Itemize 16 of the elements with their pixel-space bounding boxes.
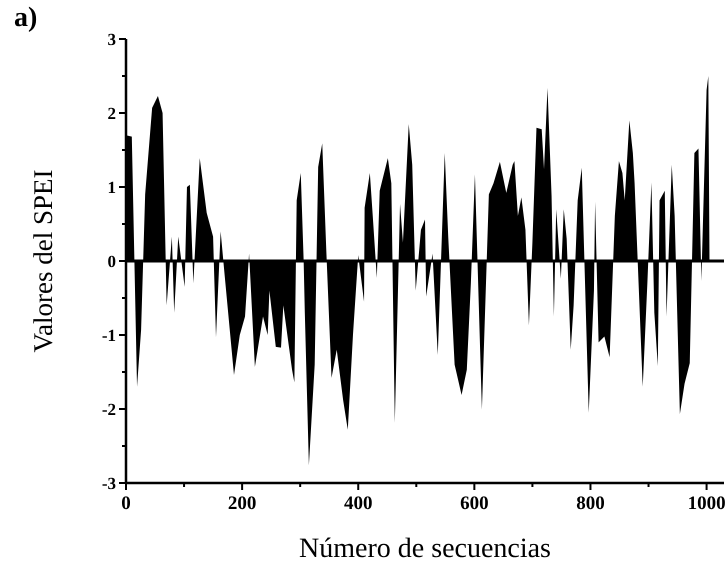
x-tick-label: 1000 — [688, 493, 725, 514]
y-axis-title: Valores del SPEI — [28, 170, 58, 352]
y-tick-label: 3 — [108, 30, 116, 49]
y-tick-label: -2 — [102, 400, 116, 419]
y-tick-label: 0 — [108, 252, 116, 271]
y-tick-label: -1 — [102, 326, 116, 345]
x-axis-title: Número de secuencias — [299, 533, 551, 564]
x-tick-label: 0 — [121, 493, 131, 514]
x-tick-label: 600 — [460, 493, 489, 514]
x-tick-label: 800 — [576, 493, 605, 514]
y-tick-label: 2 — [108, 104, 116, 123]
y-tick-label: 1 — [108, 178, 116, 197]
x-tick-label: 200 — [228, 493, 256, 514]
y-tick-label: -3 — [102, 474, 116, 493]
x-tick-label: 400 — [344, 493, 372, 514]
text: a) — [14, 2, 38, 33]
